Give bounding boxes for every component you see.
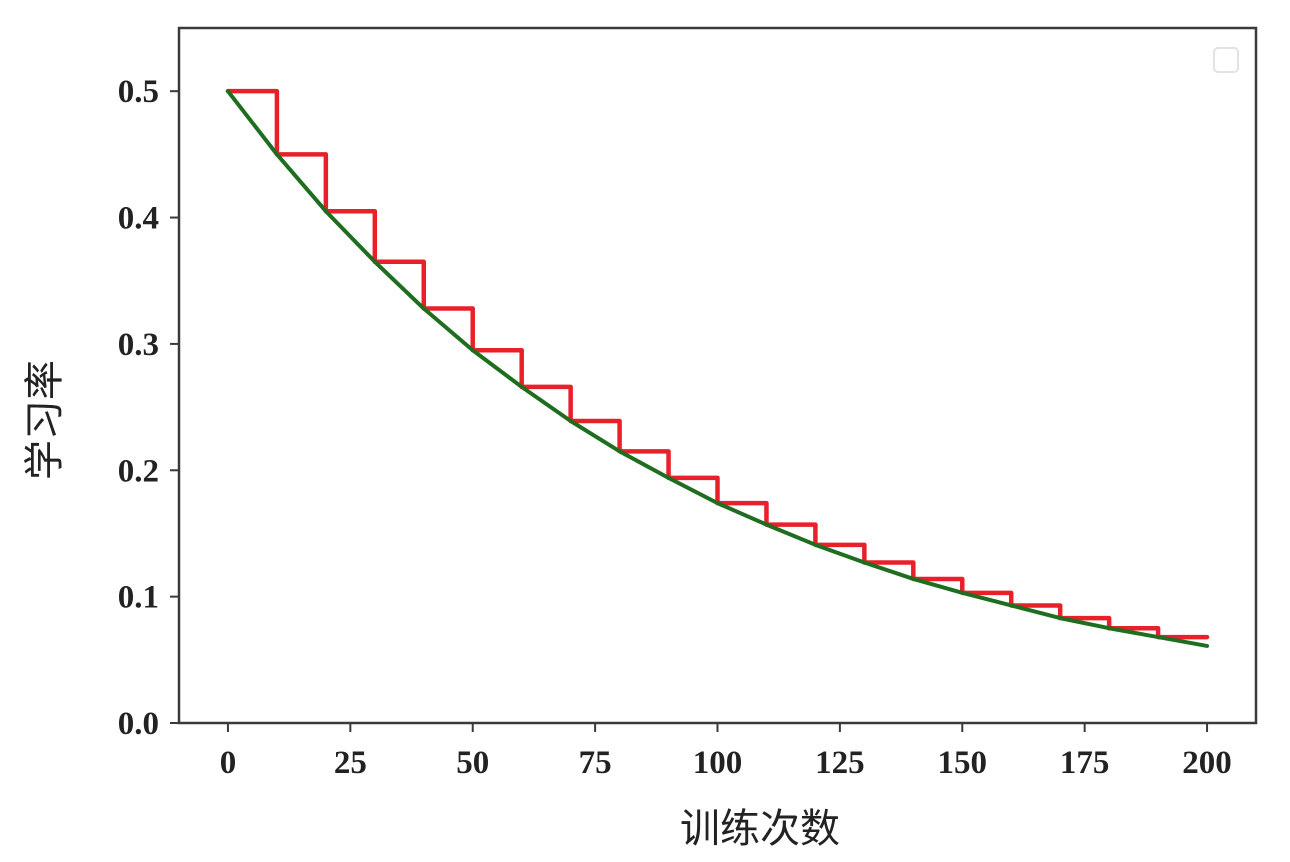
x-axis-ticks: 0 25 50 75 100 125 150 175 200 — [220, 723, 1232, 781]
y-axis-label: 学习率 — [22, 360, 68, 480]
y-tick-label: 0.5 — [118, 74, 159, 110]
x-tick-label: 25 — [334, 745, 367, 781]
y-tick-label: 0.1 — [118, 580, 159, 616]
y-tick-label: 0.4 — [118, 201, 159, 237]
y-tick-label: 0.0 — [118, 706, 159, 742]
series-layer — [225, 88, 1210, 648]
x-tick-label: 175 — [1060, 745, 1110, 781]
x-tick-label: 150 — [938, 745, 988, 781]
y-tick-label: 0.3 — [118, 327, 159, 363]
x-tick-label: 50 — [456, 745, 489, 781]
y-axis-ticks: 0.0 0.1 0.2 0.3 0.4 0.5 — [118, 74, 179, 742]
x-tick-label: 125 — [815, 745, 865, 781]
x-tick-label: 100 — [693, 745, 743, 781]
legend-box — [1213, 47, 1239, 73]
x-axis-label: 训练次数 — [680, 806, 840, 852]
x-tick-label: 75 — [579, 745, 612, 781]
x-tick-label: 0 — [220, 745, 237, 781]
step-decay-series-line — [225, 88, 1210, 640]
y-tick-label: 0.2 — [118, 453, 159, 489]
exponential-decay-series-line — [225, 89, 1210, 648]
x-tick-label: 200 — [1182, 745, 1232, 781]
